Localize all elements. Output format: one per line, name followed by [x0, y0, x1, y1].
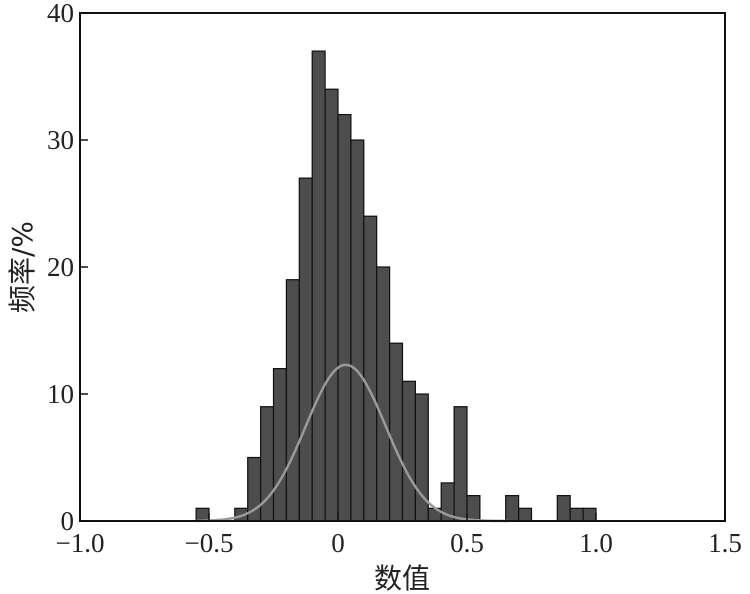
y-tick-label: 20	[47, 252, 74, 282]
y-tick-label: 10	[47, 379, 74, 409]
histogram-bar	[195, 507, 210, 522]
y-tick-label: 40	[47, 0, 74, 28]
histogram-bar	[569, 507, 584, 522]
x-tick-label: −0.5	[185, 528, 234, 558]
x-tick-label: 1.0	[579, 528, 613, 558]
histogram-bar	[363, 215, 378, 522]
normal-fit-curve	[196, 363, 509, 523]
histogram-bar	[401, 380, 416, 522]
y-tick-label: 30	[47, 125, 74, 155]
histogram-bar	[311, 50, 326, 522]
histogram-bar	[517, 507, 533, 522]
histogram-bar	[389, 342, 404, 522]
x-tick-label: −1.0	[56, 528, 105, 558]
x-tick-label: 0.5	[450, 528, 484, 558]
histogram-bar	[350, 139, 365, 522]
x-tick-label: 1.5	[708, 528, 742, 558]
histogram-bar	[466, 495, 481, 522]
x-axis-label: 数值	[374, 562, 430, 594]
histogram-bar	[505, 495, 520, 522]
y-axis-label: 频率/%	[6, 221, 39, 313]
y-axis-ticks: 0 10 20 30 40	[47, 0, 88, 536]
x-axis-ticks: −1.0 −0.5 0 0.5 1.0 1.5	[56, 513, 742, 558]
histogram-bar	[556, 495, 571, 522]
histogram-bar	[376, 266, 391, 522]
histogram-bar	[285, 279, 300, 522]
histogram-bar	[582, 507, 597, 522]
histogram-bar	[337, 113, 352, 522]
x-tick-label: 0	[331, 528, 345, 558]
histogram-bar	[324, 88, 339, 522]
histogram-bar	[298, 177, 313, 522]
histogram-bar	[453, 406, 468, 522]
y-tick-label: 0	[61, 506, 75, 536]
histogram-bar	[272, 368, 287, 522]
